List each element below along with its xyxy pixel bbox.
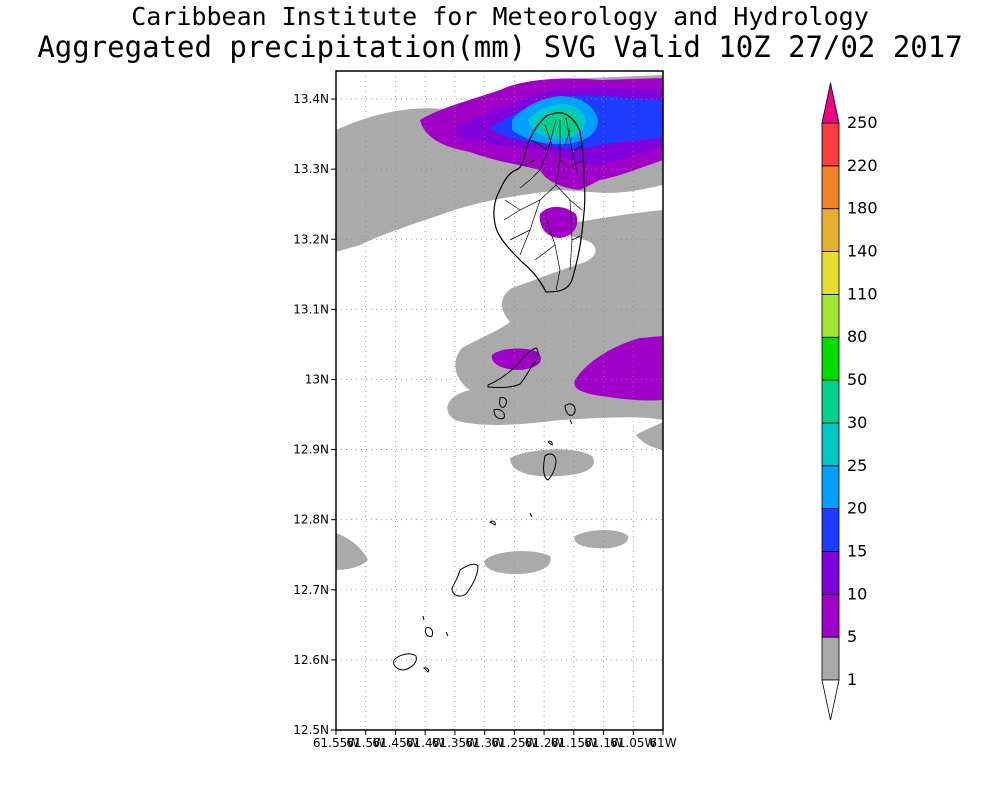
colorbar-segment-8 [821, 336, 840, 381]
precip-area-gray-south-2 [574, 530, 629, 549]
lon-tick-label: 61W [649, 736, 676, 750]
title-block: Caribbean Institute for Meteorology and … [0, 2, 1000, 62]
island-carriacou [393, 653, 417, 671]
island-bequia [487, 347, 539, 389]
island-union [451, 563, 479, 597]
lat-tick-label: 12.6N [293, 653, 329, 667]
precip-area-purple-center [539, 206, 578, 238]
lon-tick-label: 61.05W [610, 736, 656, 750]
colorbar-label: 1 [847, 670, 857, 689]
latitude-axis: 13.4N 13.3N 13.2N 13.1N 13N 12.9N 12.8N 12.7N 12… [293, 92, 336, 737]
colorbar-segment-9 [821, 293, 840, 338]
island-small-2 [493, 409, 505, 420]
island-canouan [543, 453, 557, 481]
colorbar-bottom-arrow [821, 679, 840, 721]
precipitation-field [336, 75, 663, 574]
title-institute: Caribbean Institute for Meteorology and … [131, 2, 869, 31]
lon-tick-label: 61.5W [346, 736, 385, 750]
title-product: Aggregated precipitation(mm) SVG Valid 1… [37, 30, 963, 64]
island-small-9 [445, 631, 449, 637]
colorbar-label: 20 [847, 499, 867, 518]
colorbar-label: 30 [847, 413, 867, 432]
island-small-4 [569, 419, 573, 425]
colorbar-label: 110 [847, 284, 878, 303]
colorbar-segment-1 [821, 636, 840, 681]
lon-tick-label: 61.3W [465, 736, 504, 750]
lat-tick-label: 13.1N [293, 302, 329, 316]
lon-tick-label: 61.55W [313, 736, 359, 750]
colorbar-label: 80 [847, 327, 867, 346]
colorbar-label: 25 [847, 456, 867, 475]
colorbar-top-arrow [821, 82, 840, 124]
island-st-vincent [493, 112, 586, 293]
lat-tick-label: 13.3N [293, 162, 329, 176]
colorbar-segment-11 [821, 208, 840, 252]
island-small-5 [547, 440, 553, 446]
island-small-10 [423, 667, 430, 673]
lat-tick-label: 12.8N [293, 513, 329, 527]
map-frame [335, 70, 664, 731]
colorbar-label: 5 [847, 627, 857, 646]
colorbar-segment-5 [821, 465, 840, 510]
colorbar-label: 180 [847, 199, 878, 218]
lon-tick-label: 61.2W [525, 736, 564, 750]
longitude-axis: 61.55W61.5W61.45W61.4W61.35W61.3W61.25W6… [313, 730, 677, 750]
lat-tick-label: 13.2N [293, 232, 329, 246]
lon-tick-label: 61.35W [432, 736, 478, 750]
colorbar-segment-3 [821, 551, 840, 595]
colorbar-segment-10 [821, 251, 840, 295]
island-small-1 [499, 397, 507, 408]
island-small-6 [489, 520, 496, 526]
colorbar-label: 140 [847, 242, 878, 261]
island-drainage-lines [503, 117, 584, 291]
colorbar-segment-4 [821, 508, 840, 552]
lon-tick-label: 61.15W [551, 736, 597, 750]
lon-tick-label: 61.25W [491, 736, 537, 750]
lat-tick-label: 13N [305, 372, 329, 386]
precip-area-gray-south-1 [510, 449, 594, 477]
colorbar-label: 250 [847, 113, 878, 132]
island-small-11 [422, 615, 425, 621]
colorbar-segment-6 [821, 422, 840, 467]
lon-tick-label: 61.4W [406, 736, 445, 750]
colorbar-segment-13 [821, 122, 840, 167]
colorbar-segment-12 [821, 165, 840, 210]
lat-tick-label: 12.7N [293, 583, 329, 597]
colorbar-label: 10 [847, 584, 867, 603]
colorbar-segment-7 [821, 379, 840, 424]
colorbar-label: 220 [847, 156, 878, 175]
lat-tick-label: 12.5N [293, 723, 329, 737]
precip-area-purple-ne [574, 336, 663, 401]
colorbar-segment-2 [821, 593, 840, 638]
precip-area-purple-small [491, 348, 541, 370]
land-outlines [393, 112, 586, 673]
precip-area-gray-south-3 [484, 551, 551, 574]
island-small-7 [529, 512, 533, 518]
lat-tick-label: 12.9N [293, 443, 329, 457]
colorbar-label: 15 [847, 541, 867, 560]
lon-tick-label: 61.1W [584, 736, 623, 750]
precip-area-gray-west [336, 533, 368, 570]
island-small-8 [425, 627, 433, 637]
lon-tick-label: 61.45W [372, 736, 418, 750]
colorbar-label: 50 [847, 370, 867, 389]
precip-area-gray-east-notch [636, 422, 663, 450]
lat-tick-label: 13.4N [293, 92, 329, 106]
island-small-3 [564, 403, 576, 416]
